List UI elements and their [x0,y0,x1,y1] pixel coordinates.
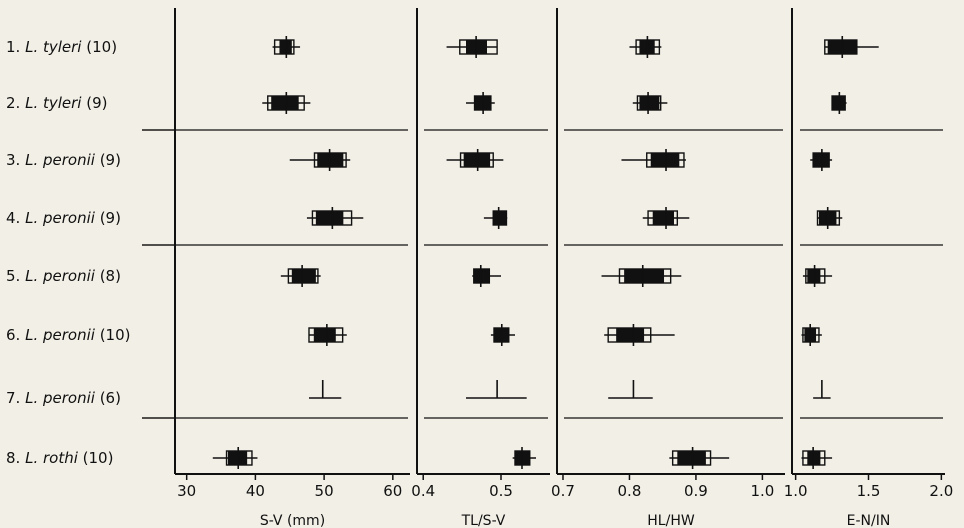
x-tick-label: 50 [315,482,334,500]
range-mark [262,92,311,114]
range-mark [512,447,536,469]
range-mark [629,36,662,58]
range-mark [483,207,508,229]
panel-4: 1.0 1.5 2.0 E-N/IN [784,8,953,528]
range-mark [810,149,833,171]
se-box [493,211,507,225]
x-tick-label: 1.0 [750,482,774,500]
x-tick-label: 0.8 [618,482,642,500]
row-label-5: 5. L. peronii (8) [6,267,121,285]
se-box [639,96,660,110]
panel-3: 0.7 0.8 0.9 1.0 HL/HW [551,8,785,528]
range-mark [813,380,831,399]
se-box [616,328,645,342]
x-tick-label: 0.7 [551,482,575,500]
x-tick-label: 60 [383,482,402,500]
x-axis-label: E-N/IN [847,513,891,528]
x-tick-label: 1.0 [784,482,808,500]
x-tick-label: 30 [177,482,196,500]
range-mark [621,149,686,171]
row-label-6: 6. L. peronii (10) [6,326,131,344]
range-mark [802,265,833,287]
se-box [315,211,344,225]
x-tick-label: 1.5 [857,482,881,500]
x-tick-label: 0.5 [489,482,513,500]
x-axis-label: TL/S-V [461,513,506,528]
range-mark [801,447,833,469]
row-label-3: 3. L. peronii (9) [6,151,121,169]
range-mark [446,149,504,171]
se-box [624,269,665,283]
range-mark [816,207,843,229]
x-axis-label: HL/HW [647,513,695,528]
range-mark [608,380,653,399]
row-label-1: 1. L. tyleri (10) [6,38,117,56]
panel-1: 30 40 50 60 S-V (mm) [142,8,410,528]
range-mark [824,36,879,58]
x-tick-label: 40 [246,482,265,500]
se-box [652,211,674,225]
range-mark [280,265,321,287]
range-mark [289,149,351,171]
range-mark [831,92,847,114]
x-tick-label: 2.0 [929,482,953,500]
range-mark [632,92,668,114]
range-mark [472,265,501,287]
range-mark [306,207,364,229]
range-mark [490,324,515,346]
row-label-7: 7. L. peronii (6) [6,389,121,407]
se-box [650,153,680,167]
range-mark [669,447,730,469]
range-mark [308,380,342,399]
x-tick-label: 0.4 [411,482,435,500]
row-label-8: 8. L. rothi (10) [6,449,113,467]
range-mark [601,265,682,287]
range-mark [308,324,347,346]
range-mark [801,324,822,346]
se-box [677,451,706,465]
se-box [271,96,299,110]
range-mark [604,324,675,346]
range-mark [446,36,498,58]
row-label-2: 2. L. tyleri (9) [6,94,108,112]
range-mark [212,447,258,469]
panel-2: 0.4 0.5 TL/S-V [411,8,550,528]
range-mark [272,36,301,58]
range-mark [642,207,690,229]
range-mark [466,92,495,114]
se-box [291,269,316,283]
range-mark [466,380,527,399]
se-box [313,328,336,342]
x-axis-label: S-V (mm) [260,513,325,528]
row-label-4: 4. L. peronii (9) [6,209,121,227]
x-tick-label: 0.9 [684,482,708,500]
